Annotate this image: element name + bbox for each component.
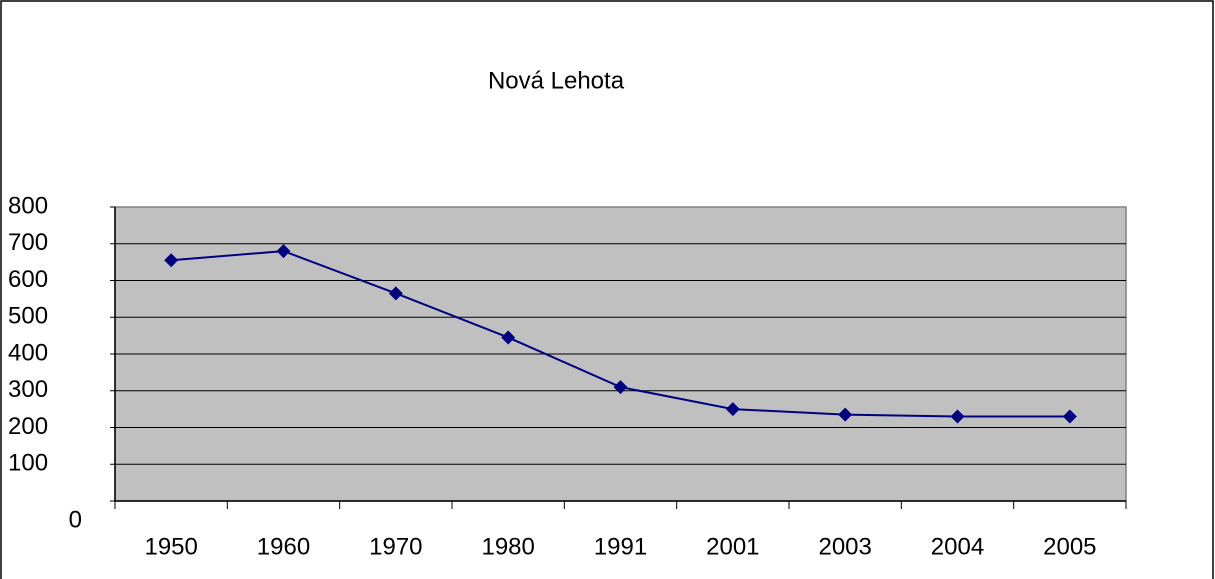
data-point — [725, 402, 740, 417]
data-point — [1062, 409, 1077, 424]
y-tick-label: 600 — [8, 266, 48, 293]
y-tick-label: 500 — [8, 303, 48, 330]
y-tick-label: 800 — [8, 192, 48, 219]
data-point — [388, 286, 403, 301]
x-tick-label: 1980 — [481, 533, 534, 560]
x-tick-label: 1950 — [144, 533, 197, 560]
x-tick-label: 1991 — [594, 533, 647, 560]
x-tick-label: 2004 — [931, 533, 984, 560]
data-point — [838, 407, 853, 422]
y-tick-label: 300 — [8, 376, 48, 403]
y-tick-label: 0 — [69, 506, 82, 533]
x-tick-label: 1960 — [257, 533, 310, 560]
chart-title: Nová Lehota — [488, 67, 625, 94]
y-tick-label: 100 — [8, 450, 48, 477]
data-point — [613, 380, 628, 395]
x-tick-label: 2001 — [706, 533, 759, 560]
data-point — [501, 330, 516, 345]
x-tick-label: 2005 — [1043, 533, 1096, 560]
y-tick-label: 700 — [8, 229, 48, 256]
data-point — [164, 253, 179, 268]
y-tick-label: 400 — [8, 339, 48, 366]
x-tick-label: 2003 — [818, 533, 871, 560]
y-tick-label: 200 — [8, 413, 48, 440]
data-point — [950, 409, 965, 424]
data-point — [276, 244, 291, 259]
x-tick-label: 1970 — [369, 533, 422, 560]
